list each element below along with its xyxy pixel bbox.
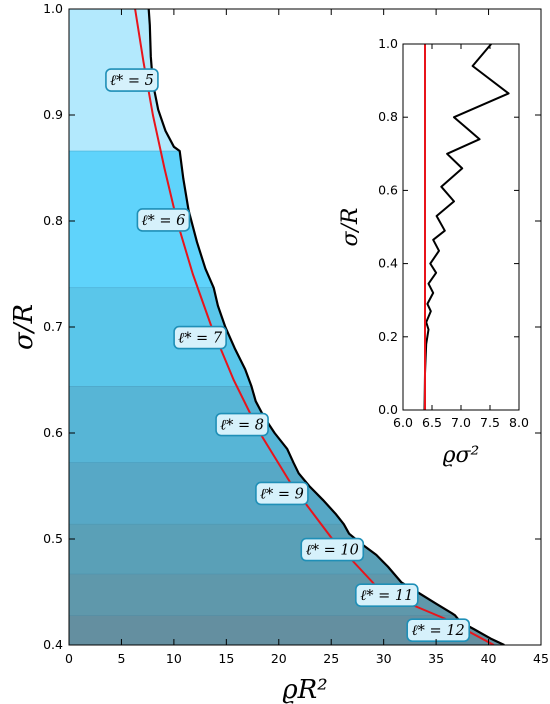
x-tick-label: 0	[65, 651, 73, 666]
boundary-line	[147, 9, 505, 645]
band-label-box	[406, 618, 471, 642]
inset-x-axis-label: ϱσ²	[443, 443, 480, 468]
inset-x-tick-label: 6.5	[422, 415, 442, 430]
inset-y-tick-label: 0.8	[378, 109, 398, 124]
y-tick-label: 0.7	[43, 319, 63, 334]
inset-y-tick-label: 0.4	[378, 256, 398, 271]
inset-ticks: 6.0 6.5 7.0 7.5 8.0 0.0 0.2 0.4 0.6 0.8 1.0	[378, 36, 529, 430]
main-ticks: 0 5 10 15 20 25 30 35 40 45 0.4 0.5 0.6 0.7 0.8 0.9 1.0	[43, 1, 549, 666]
inset-y-tick-label: 0.2	[378, 329, 398, 344]
inset-x-tick-label: 7.5	[480, 415, 500, 430]
inset-oscillation-line	[423, 44, 510, 410]
y-tick-label: 0.6	[43, 425, 63, 440]
main-x-axis-label: ϱR²	[282, 675, 327, 704]
band-label-box	[173, 325, 227, 350]
y-tick-label: 0.9	[43, 107, 63, 122]
band-label-box	[105, 68, 159, 92]
x-tick-label: 30	[376, 651, 392, 666]
band-label-box	[215, 412, 269, 437]
x-tick-label: 40	[481, 651, 497, 666]
band-label: ℓ* = 8	[220, 418, 264, 434]
band-label: ℓ* = 9	[260, 486, 304, 502]
x-tick-label: 35	[428, 651, 444, 666]
x-tick-label: 15	[218, 651, 234, 666]
x-tick-label: 25	[323, 651, 339, 666]
inset-y-tick-label: 1.0	[378, 36, 398, 51]
band-label: ℓ* = 7	[178, 331, 223, 347]
inset-chart: 6.0 6.5 7.0 7.5 8.0 0.0 0.2 0.4 0.6 0.8 1.0 ϱσ² σ/…	[338, 36, 529, 468]
band-label-box	[355, 583, 419, 607]
inset-x-tick-label: 8.0	[509, 415, 529, 430]
band-labels: ℓ* = 5 ℓ* = 6 ℓ* = 7 ℓ* = 8 ℓ* = 9 ℓ* = 10 ℓ* …	[105, 68, 471, 642]
inset-x-tick-label: 7.0	[451, 415, 471, 430]
inset-y-axis-label: σ/R	[338, 208, 363, 247]
inset-lines	[423, 44, 510, 410]
fit-line	[134, 9, 495, 645]
main-chart: ℓ* = 5 ℓ* = 6 ℓ* = 7 ℓ* = 8 ℓ* = 9 ℓ* = 10 ℓ* …	[9, 1, 549, 704]
band-label-box	[300, 537, 365, 562]
inset-x-tick-label: 6.0	[393, 415, 413, 430]
x-tick-label: 45	[533, 651, 549, 666]
y-tick-label: 0.8	[43, 213, 63, 228]
inset-background	[403, 44, 519, 410]
main-lines	[134, 9, 505, 645]
main-y-axis-label: σ/R	[9, 304, 39, 350]
band-label: ℓ* = 12	[412, 623, 465, 639]
band-label-box	[136, 208, 191, 232]
x-tick-label: 20	[271, 651, 287, 666]
y-tick-label: 1.0	[43, 1, 63, 16]
band-label-box	[255, 481, 309, 506]
band-label: ℓ* = 11	[360, 588, 413, 604]
band-label: ℓ* = 6	[141, 213, 185, 229]
x-tick-label: 5	[117, 651, 125, 666]
x-tick-label: 10	[166, 651, 182, 666]
y-tick-label: 0.4	[43, 637, 63, 652]
inset-y-tick-label: 0.0	[378, 402, 398, 417]
band-label: ℓ* = 10	[306, 543, 359, 559]
band-label: ℓ* = 5	[110, 73, 154, 89]
y-tick-label: 0.5	[43, 531, 63, 546]
inset-y-tick-label: 0.6	[378, 182, 398, 197]
